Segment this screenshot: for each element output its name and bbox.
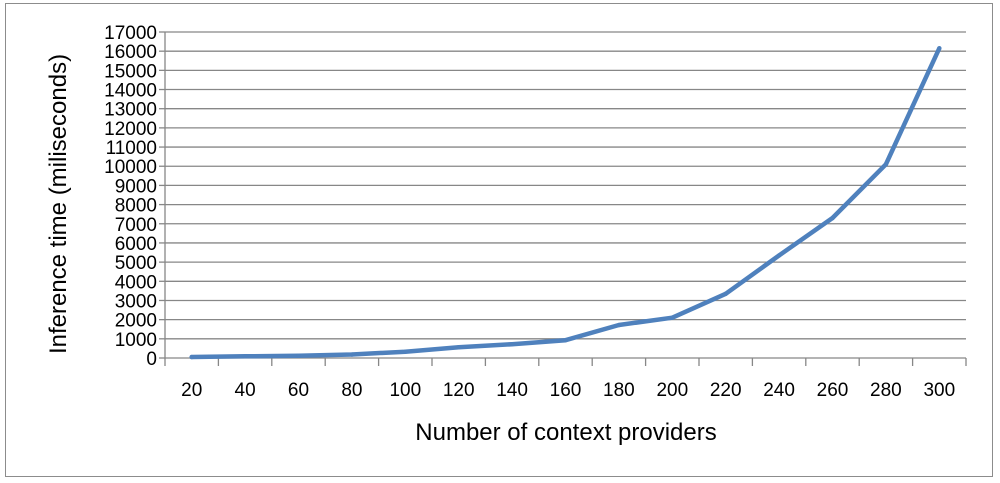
series-line [189, 46, 942, 360]
data-point [937, 46, 942, 51]
x-tick-label: 160 [550, 380, 582, 401]
series [189, 46, 942, 360]
y-tick-label: 2000 [115, 311, 157, 332]
gridlines [159, 31, 966, 359]
x-tick-label: 100 [389, 380, 421, 401]
x-tick-label: 60 [288, 380, 309, 401]
x-tick-label: 80 [341, 380, 362, 401]
y-tick-label: 13000 [104, 100, 157, 121]
x-tick-label: 180 [603, 380, 635, 401]
y-tick-label: 1000 [115, 330, 157, 351]
data-point [296, 353, 301, 358]
y-tick-label: 3000 [115, 291, 157, 312]
data-point [509, 341, 515, 347]
y-tick-label: 16000 [104, 42, 157, 63]
y-axis-title: Inference time (miliseconds) [45, 54, 72, 354]
y-tick-label: 17000 [104, 23, 157, 44]
x-tick-label: 240 [763, 380, 795, 401]
x-axis-title: Number of context providers [415, 419, 716, 446]
data-point [723, 291, 728, 296]
y-tick-label: 11000 [106, 138, 157, 159]
x-tick-label: 300 [923, 380, 955, 401]
data-point [349, 352, 355, 357]
x-tick-label: 220 [710, 380, 742, 401]
axes [164, 32, 967, 366]
data-point [242, 354, 248, 359]
data-point [563, 337, 568, 343]
y-tick-label: 12000 [104, 119, 157, 140]
x-tick-label: 280 [870, 380, 902, 401]
y-tick-label: 0 [146, 349, 157, 370]
x-tick-label: 260 [817, 380, 849, 401]
x-tick-label: 40 [235, 380, 256, 401]
y-tick-label: 15000 [104, 61, 157, 82]
y-tick-label: 8000 [115, 196, 157, 217]
y-tick-label: 7000 [115, 215, 157, 236]
data-point [830, 215, 835, 221]
y-tick-label: 5000 [115, 253, 157, 274]
x-tick-label: 140 [496, 380, 528, 401]
data-point [403, 349, 408, 354]
chart-frame [5, 3, 993, 477]
x-tick-labels: 20 40 60 80 100 120 140 160 180 200 220 240 260 280 30… [181, 380, 955, 401]
x-tick-label: 20 [181, 380, 202, 401]
data-point [189, 354, 194, 360]
data-point [776, 253, 782, 258]
x-tick-label: 120 [443, 380, 475, 401]
y-tick-label: 14000 [104, 81, 157, 102]
y-tick-label: 10000 [104, 157, 157, 178]
data-point [883, 162, 889, 167]
y-tick-labels: 0100020003000400050006000700080009000100… [104, 23, 157, 370]
y-tick-label: 4000 [115, 272, 157, 293]
y-tick-label: 6000 [115, 234, 157, 255]
data-point [670, 315, 675, 320]
data-point [616, 322, 622, 328]
x-tick-label: 200 [656, 380, 688, 401]
y-tick-label: 9000 [115, 176, 157, 197]
data-point [456, 345, 461, 350]
